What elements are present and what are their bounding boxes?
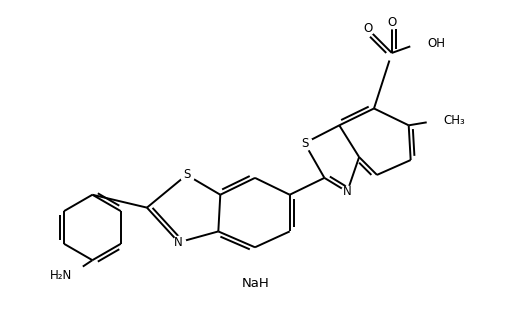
Text: O: O xyxy=(364,22,373,35)
Text: S: S xyxy=(301,137,308,150)
Text: S: S xyxy=(183,168,190,181)
Text: N: N xyxy=(174,236,183,249)
Text: N: N xyxy=(343,185,352,198)
Text: H₂N: H₂N xyxy=(50,269,73,281)
Text: NaH: NaH xyxy=(242,277,270,291)
Text: O: O xyxy=(387,16,396,29)
Text: CH₃: CH₃ xyxy=(443,114,465,127)
Text: OH: OH xyxy=(428,36,445,50)
